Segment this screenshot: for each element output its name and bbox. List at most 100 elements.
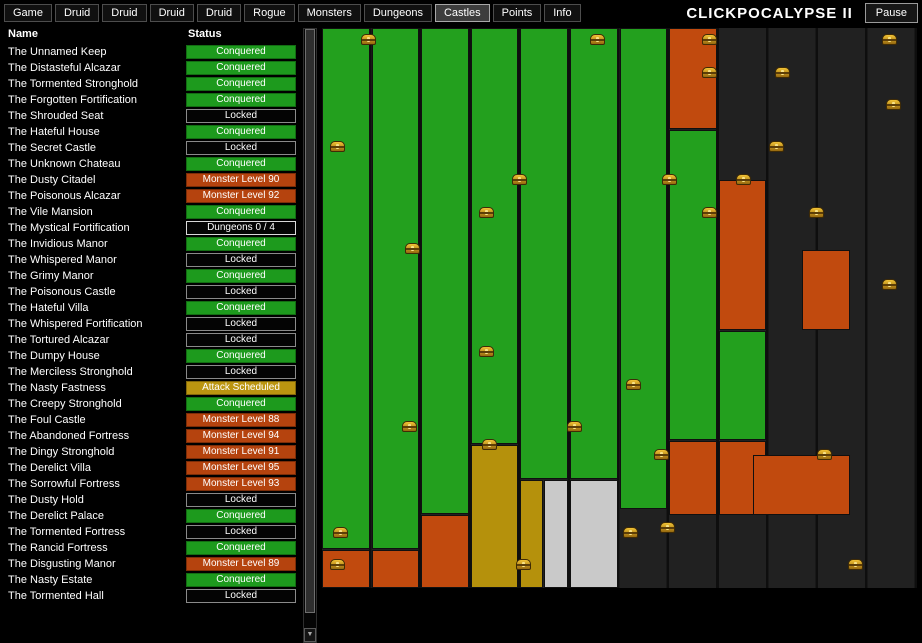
table-row[interactable]: The Nasty Estate Conquered (4, 572, 302, 588)
table-row[interactable]: The Grimy Manor Conquered (4, 268, 302, 284)
status-badge: Attack Scheduled (186, 381, 296, 395)
table-row[interactable]: The Vile Mansion Conquered (4, 204, 302, 220)
table-row[interactable]: The Unknown Chateau Conquered (4, 156, 302, 172)
tab-game-0[interactable]: Game (4, 4, 52, 22)
map-region-green[interactable] (719, 331, 766, 440)
map-region-green[interactable] (669, 130, 717, 440)
map-region-green[interactable] (322, 28, 370, 549)
table-row[interactable]: The Abandoned Fortress Monster Level 94 (4, 428, 302, 444)
castle-name: The Hateful House (8, 126, 100, 138)
treasure-chest-icon (769, 141, 784, 152)
table-row[interactable]: The Creepy Stronghold Conquered (4, 396, 302, 412)
map-region-red[interactable] (802, 250, 850, 330)
treasure-chest-icon (662, 174, 677, 185)
map-region-gray[interactable] (544, 480, 568, 588)
castle-name: The Unnamed Keep (8, 46, 107, 58)
castle-name: The Rancid Fortress (8, 542, 108, 554)
top-bar: Game Druid Druid Druid Druid Rogue Monsters Dun… (0, 0, 922, 26)
table-row[interactable]: The Forgotten Fortification Conquered (4, 92, 302, 108)
castle-name: The Poisonous Castle (8, 286, 116, 298)
table-row[interactable]: The Foul Castle Monster Level 88 (4, 412, 302, 428)
tab-monsters-6[interactable]: Monsters (297, 4, 361, 22)
table-row[interactable]: The Tormented Fortress Locked (4, 524, 302, 540)
tab-dungeons-7[interactable]: Dungeons (363, 4, 432, 22)
map-region-green[interactable] (471, 28, 518, 444)
app-title: CLICKPOCALYPSE II (686, 4, 853, 22)
status-badge: Monster Level 89 (186, 557, 296, 571)
table-row[interactable]: The Poisonous Castle Locked (4, 284, 302, 300)
status-badge: Monster Level 94 (186, 429, 296, 443)
map-region-red[interactable] (322, 550, 370, 588)
treasure-chest-icon (516, 559, 531, 570)
table-row[interactable]: The Tormented Hall Locked (4, 588, 302, 604)
status-badge: Locked (186, 317, 296, 331)
table-row[interactable]: The Whispered Fortification Locked (4, 316, 302, 332)
table-row[interactable]: The Dingy Stronghold Monster Level 91 (4, 444, 302, 460)
tab-druid-1[interactable]: Druid (54, 4, 100, 22)
table-row[interactable]: The Derelict Palace Conquered (4, 508, 302, 524)
scrollbar-down-button[interactable]: ▼ (304, 628, 316, 642)
tab-druid-2[interactable]: Druid (102, 4, 147, 22)
castle-map[interactable] (322, 28, 917, 588)
pause-button[interactable]: Pause (864, 3, 918, 23)
table-row[interactable]: The Poisonous Alcazar Monster Level 92 (4, 188, 302, 204)
tab-info-10[interactable]: Info (544, 4, 581, 22)
status-badge: Conquered (186, 61, 296, 75)
tab-druid-3[interactable]: Druid (149, 4, 194, 22)
status-badge: Conquered (186, 509, 296, 523)
table-row[interactable]: The Sorrowful Fortress Monster Level 93 (4, 476, 302, 492)
table-row[interactable]: The Derelict Villa Monster Level 95 (4, 460, 302, 476)
castle-name: The Tormented Hall (8, 590, 104, 602)
map-region-green[interactable] (620, 28, 667, 509)
table-row[interactable]: The Merciless Stronghold Locked (4, 364, 302, 380)
status-badge: Monster Level 95 (186, 461, 296, 475)
table-row[interactable]: The Tortured Alcazar Locked (4, 332, 302, 348)
map-region-red[interactable] (372, 550, 419, 588)
treasure-chest-icon (590, 34, 605, 45)
tab-points-9[interactable]: Points (492, 4, 542, 22)
tab-druid-4[interactable]: Druid (196, 4, 242, 22)
map-region-red[interactable] (719, 180, 766, 330)
table-row[interactable]: The Distasteful Alcazar Conquered (4, 60, 302, 76)
table-row[interactable]: The Mystical Fortification Dungeons 0 / 4 (4, 220, 302, 236)
status-badge: Locked (186, 109, 296, 123)
table-row[interactable]: The Invidious Manor Conquered (4, 236, 302, 252)
table-row[interactable]: The Hateful Villa Conquered (4, 300, 302, 316)
map-region-green[interactable] (520, 28, 568, 479)
table-row[interactable]: The Secret Castle Locked (4, 140, 302, 156)
map-region-green[interactable] (570, 28, 618, 479)
map-region-red[interactable] (669, 441, 717, 515)
castle-name: The Invidious Manor (8, 238, 108, 250)
map-region-gold[interactable] (471, 445, 518, 588)
table-row[interactable]: The Dusty Citadel Monster Level 90 (4, 172, 302, 188)
map-region-gold[interactable] (520, 480, 543, 588)
table-row[interactable]: The Shrouded Seat Locked (4, 108, 302, 124)
table-row[interactable]: The Hateful House Conquered (4, 124, 302, 140)
map-region-red[interactable] (753, 455, 850, 515)
map-region-green[interactable] (421, 28, 469, 514)
map-region-green[interactable] (372, 28, 419, 549)
status-badge: Locked (186, 141, 296, 155)
table-row[interactable]: The Disgusting Manor Monster Level 89 (4, 556, 302, 572)
treasure-chest-icon (479, 207, 494, 218)
map-region-red[interactable] (421, 515, 469, 588)
status-badge: Locked (186, 333, 296, 347)
treasure-chest-icon (775, 67, 790, 78)
list-scrollbar[interactable]: ▼ (303, 28, 317, 643)
table-row[interactable]: The Rancid Fortress Conquered (4, 540, 302, 556)
treasure-chest-icon (330, 141, 345, 152)
tab-castles-8[interactable]: Castles (434, 4, 490, 22)
table-row[interactable]: The Dumpy House Conquered (4, 348, 302, 364)
table-row[interactable]: The Dusty Hold Locked (4, 492, 302, 508)
table-row[interactable]: The Tormented Stronghold Conquered (4, 76, 302, 92)
status-badge: Conquered (186, 93, 296, 107)
scrollbar-thumb[interactable] (305, 29, 315, 613)
table-row[interactable]: The Whispered Manor Locked (4, 252, 302, 268)
status-badge: Locked (186, 365, 296, 379)
map-region-gray[interactable] (570, 480, 618, 588)
table-row[interactable]: The Unnamed Keep Conquered (4, 44, 302, 60)
tab-rogue-5[interactable]: Rogue (244, 4, 295, 22)
castle-name: The Nasty Fastness (8, 382, 106, 394)
table-row[interactable]: The Nasty Fastness Attack Scheduled (4, 380, 302, 396)
status-badge: Monster Level 93 (186, 477, 296, 491)
